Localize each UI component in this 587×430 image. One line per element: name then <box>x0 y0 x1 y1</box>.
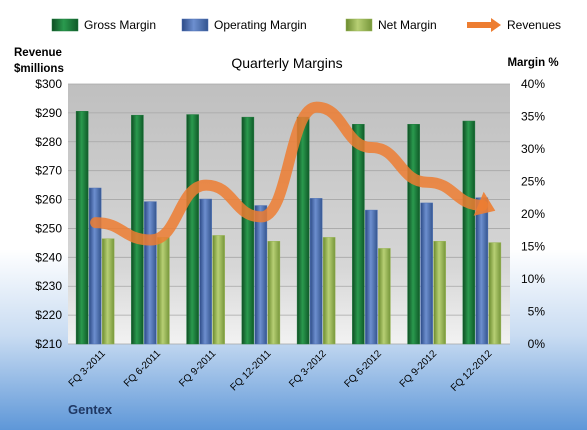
footer-brand: Gentex <box>68 402 113 417</box>
right-tick-label: 25% <box>521 175 545 189</box>
category-label: FQ 9-2011 <box>177 348 218 389</box>
left-tick-label: $230 <box>35 279 62 293</box>
right-axis-label: Margin % <box>507 57 558 69</box>
category-label: FQ 12-2012 <box>449 348 495 394</box>
legend-label-net-margin: Net Margin <box>378 18 437 32</box>
legend-label-gross-margin: Gross Margin <box>84 18 156 32</box>
category-label: FQ 6-2011 <box>122 348 163 389</box>
bar-net-margin <box>433 241 446 345</box>
category-labels: FQ 3-2011 FQ 6-2011 FQ 9-2011 FQ 12-2011 FQ … <box>67 348 495 394</box>
bar-gross-margin <box>352 124 365 345</box>
bar-gross-margin <box>462 120 476 345</box>
category-label: FQ 6-2012 <box>342 348 384 390</box>
right-tick-label: 15% <box>521 240 545 254</box>
left-tick-label: $290 <box>35 106 62 120</box>
legend-swatch-operating-margin <box>181 18 209 32</box>
right-tick-label: 20% <box>521 207 545 221</box>
left-tick-label: $280 <box>35 135 62 149</box>
bar-gross-margin <box>131 114 144 345</box>
legend-swatch-net-margin <box>345 18 373 32</box>
bar-operating-margin <box>309 198 323 345</box>
legend: Gross Margin Operating Margin Net Margin Re… <box>51 18 561 32</box>
legend-swatch-gross-margin <box>51 18 79 32</box>
left-tick-label: $270 <box>35 164 62 178</box>
line-arrowhead <box>473 191 496 216</box>
right-tick-label: 30% <box>521 142 545 156</box>
category-label: FQ 3-2012 <box>287 348 329 390</box>
bar-net-margin <box>212 235 225 345</box>
right-axis-ticks: 0% 5% 10% 15% 20% 25% 30% 35% 40% <box>521 77 545 351</box>
left-axis-label-line1: Revenue <box>14 47 62 59</box>
bar-operating-margin <box>144 201 157 345</box>
bar-gross-margin <box>407 124 420 345</box>
left-tick-label: $240 <box>35 250 62 264</box>
bar-gross-margin <box>241 116 255 345</box>
bar-net-margin <box>488 242 502 345</box>
bars <box>75 111 502 345</box>
right-tick-label: 5% <box>528 305 546 319</box>
category-label: FQ 9-2012 <box>398 348 440 390</box>
category-label: FQ 12-2011 <box>229 348 274 393</box>
left-axis-ticks: $210 $220 $230 $240 $250 $260 $270 $280 $290 $300 <box>35 77 62 351</box>
legend-arrow <box>491 18 501 32</box>
left-tick-label: $300 <box>35 77 62 91</box>
category-label: FQ 3-2011 <box>67 348 108 389</box>
left-tick-label: $260 <box>35 193 62 207</box>
bar-net-margin <box>322 237 336 345</box>
left-axis-label-line2: $millions <box>14 63 64 75</box>
line-revenues <box>90 101 488 246</box>
left-tick-label: $210 <box>35 337 62 351</box>
right-tick-label: 10% <box>521 272 545 286</box>
bar-gross-margin <box>296 116 310 345</box>
bar-operating-margin <box>199 198 212 345</box>
bar-operating-margin <box>88 187 102 345</box>
legend-label-operating-margin: Operating Margin <box>214 18 307 32</box>
right-tick-label: 0% <box>528 337 546 351</box>
bar-gross-margin <box>75 111 89 345</box>
bar-operating-margin <box>365 209 378 345</box>
revenue-line <box>90 101 496 246</box>
right-tick-label: 35% <box>521 110 545 124</box>
bar-net-margin <box>157 237 170 345</box>
bar-net-margin <box>378 248 391 345</box>
left-tick-label: $220 <box>35 308 62 322</box>
bar-operating-margin <box>254 205 268 345</box>
chart-title: Quarterly Margins <box>231 55 342 71</box>
bar-operating-margin <box>475 197 489 345</box>
right-tick-label: 40% <box>521 77 545 91</box>
bar-net-margin <box>101 238 115 345</box>
bar-operating-margin <box>420 202 433 345</box>
bar-gross-margin <box>186 114 199 345</box>
bar-net-margin <box>267 241 281 345</box>
left-tick-label: $250 <box>35 221 62 235</box>
legend-label-revenues: Revenues <box>507 18 561 32</box>
